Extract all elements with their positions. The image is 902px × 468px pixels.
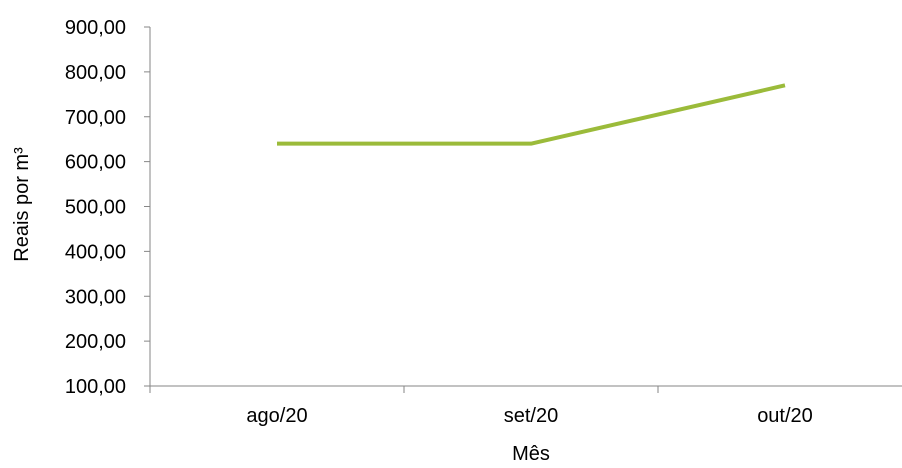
y-tick-label: 600,00: [65, 152, 126, 174]
y-tick-label: 400,00: [65, 241, 126, 263]
y-tick-label: 900,00: [65, 17, 126, 39]
series-line: [277, 83, 786, 146]
x-tick-label: set/20: [504, 405, 558, 427]
y-axis-title: Reais por m³: [11, 147, 33, 262]
y-axis-ticks: 100,00 200,00 300,00 400,00 500,00 600,00 700,…: [65, 17, 150, 398]
y-tick-label: 100,00: [65, 376, 126, 398]
y-tick-label: 300,00: [65, 286, 126, 308]
y-tick-label: 500,00: [65, 197, 126, 219]
y-tick-label: 200,00: [65, 331, 126, 353]
x-tick-label: ago/20: [246, 405, 307, 427]
x-axis-title: Mês: [512, 443, 550, 463]
y-tick-label: 800,00: [65, 62, 126, 84]
series-layer: [277, 83, 786, 146]
x-axis-ticks: ago/20 set/20 out/20: [149, 386, 813, 427]
x-tick-label: out/20: [757, 405, 813, 427]
y-tick-label: 700,00: [65, 107, 126, 129]
